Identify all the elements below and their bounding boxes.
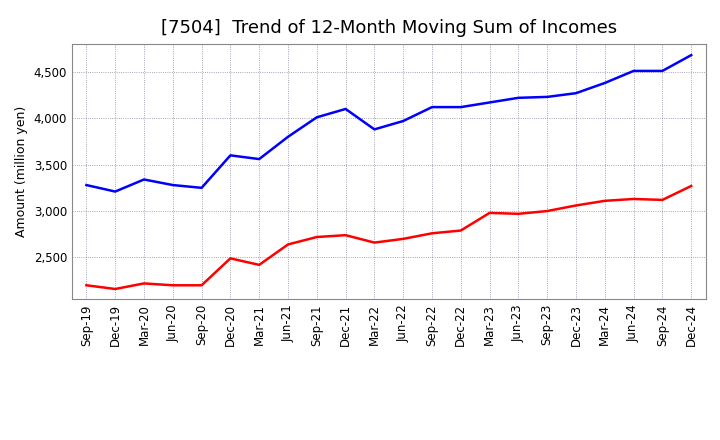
Ordinary Income [543, 94, 552, 99]
Net Income [572, 203, 580, 208]
Net Income [629, 196, 638, 202]
Net Income [428, 231, 436, 236]
Ordinary Income [284, 134, 292, 139]
Legend: Ordinary Income, Net Income: Ordinary Income, Net Income [240, 439, 537, 440]
Net Income [284, 242, 292, 247]
Ordinary Income [255, 157, 264, 162]
Ordinary Income [629, 68, 638, 73]
Ordinary Income [485, 100, 494, 105]
Net Income [543, 209, 552, 214]
Net Income [687, 183, 696, 189]
Net Income [82, 282, 91, 288]
Net Income [514, 211, 523, 216]
Ordinary Income [370, 127, 379, 132]
Net Income [370, 240, 379, 245]
Y-axis label: Amount (million yen): Amount (million yen) [15, 106, 28, 237]
Ordinary Income [226, 153, 235, 158]
Ordinary Income [111, 189, 120, 194]
Ordinary Income [600, 81, 609, 86]
Ordinary Income [341, 106, 350, 112]
Net Income [399, 236, 408, 242]
Net Income [485, 210, 494, 216]
Net Income [312, 235, 321, 240]
Ordinary Income [399, 118, 408, 124]
Net Income [197, 282, 206, 288]
Ordinary Income [140, 177, 148, 182]
Ordinary Income [82, 183, 91, 188]
Net Income [658, 197, 667, 202]
Line: Net Income: Net Income [86, 186, 691, 289]
Ordinary Income [572, 91, 580, 96]
Ordinary Income [168, 183, 177, 188]
Net Income [111, 286, 120, 292]
Ordinary Income [197, 185, 206, 191]
Ordinary Income [658, 68, 667, 73]
Net Income [255, 262, 264, 268]
Net Income [600, 198, 609, 203]
Net Income [226, 256, 235, 261]
Line: Ordinary Income: Ordinary Income [86, 55, 691, 191]
Net Income [456, 228, 465, 233]
Ordinary Income [687, 52, 696, 58]
Ordinary Income [514, 95, 523, 100]
Net Income [140, 281, 148, 286]
Ordinary Income [312, 115, 321, 120]
Title: [7504]  Trend of 12-Month Moving Sum of Incomes: [7504] Trend of 12-Month Moving Sum of I… [161, 19, 617, 37]
Ordinary Income [456, 104, 465, 110]
Net Income [341, 232, 350, 238]
Net Income [168, 282, 177, 288]
Ordinary Income [428, 104, 436, 110]
